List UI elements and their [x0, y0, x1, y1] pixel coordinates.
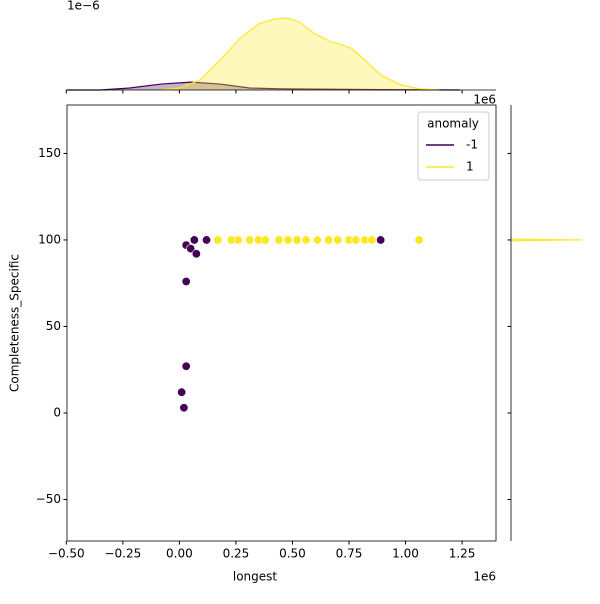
- x-offset: 1e6: [473, 570, 496, 584]
- legend-title: anomaly: [427, 117, 479, 131]
- point: [186, 244, 196, 254]
- point: [181, 361, 191, 371]
- y-tick-label: 0: [53, 405, 61, 419]
- point: [260, 235, 270, 245]
- point: [233, 235, 243, 245]
- x-offset: 1e6: [473, 93, 496, 107]
- y-tick-label: −50: [36, 492, 61, 506]
- point: [283, 235, 293, 245]
- x-tick-label: 0.00: [166, 547, 193, 561]
- point: [367, 235, 377, 245]
- y-offset: 1e−6: [67, 0, 100, 13]
- density-line: [510, 238, 583, 242]
- point: [245, 235, 255, 245]
- point: [213, 235, 223, 245]
- point: [301, 235, 311, 245]
- point: [202, 235, 212, 245]
- y-tick-label: 50: [46, 319, 61, 333]
- axes-frame: [66, 104, 497, 542]
- point: [177, 387, 187, 397]
- point: [191, 249, 201, 259]
- legend-label: 1: [466, 160, 474, 174]
- x-tick-label: 0.25: [223, 547, 250, 561]
- y-tick-label: 100: [38, 232, 61, 246]
- x-tick-label: 0.50: [279, 547, 306, 561]
- point: [333, 235, 343, 245]
- point: [179, 403, 189, 413]
- legend-box: [417, 111, 490, 181]
- x-tick-label: −0.50: [48, 547, 85, 561]
- point: [351, 235, 361, 245]
- point: [414, 235, 424, 245]
- point: [376, 235, 386, 245]
- x-tick-label: 1.00: [392, 547, 419, 561]
- x-tick-label: 1.25: [449, 547, 476, 561]
- point: [189, 235, 199, 245]
- density-line: [66, 81, 460, 91]
- point: [324, 235, 334, 245]
- x-tick-label: −0.25: [104, 547, 141, 561]
- point: [181, 276, 191, 286]
- x-tick-label: 0.75: [336, 547, 363, 561]
- x-axis-label: longest: [233, 570, 278, 584]
- density-line: [161, 17, 440, 91]
- y-axis-label: Completeness_Specific: [8, 254, 22, 392]
- density-area: [161, 18, 440, 90]
- y-tick-label: 150: [38, 146, 61, 160]
- point: [312, 235, 322, 245]
- point: [292, 235, 302, 245]
- point: [274, 235, 284, 245]
- legend-label: -1: [466, 138, 478, 152]
